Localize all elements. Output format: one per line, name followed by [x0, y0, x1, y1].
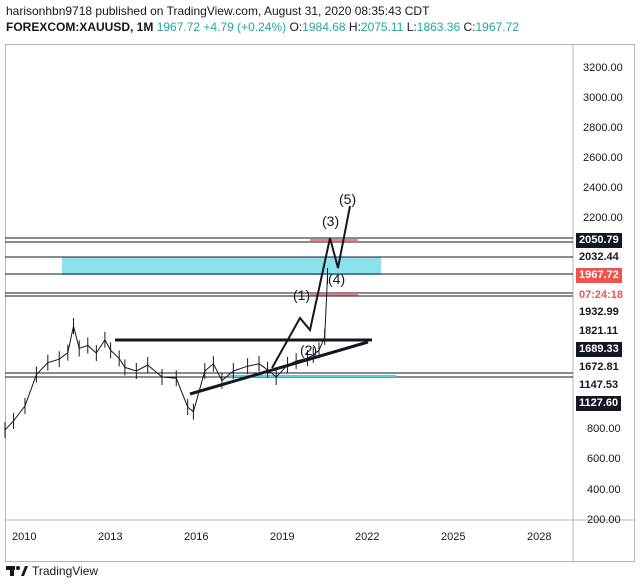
drawings[interactable] [115, 205, 372, 396]
symbol-name[interactable]: FOREXCOM:XAUUSD, 1M [6, 20, 154, 34]
wave-label-5: (5) [339, 191, 356, 207]
y-tick-label: 3000.00 [583, 92, 623, 104]
y-tick-label: 800.00 [587, 423, 621, 435]
price-tag-1821: 1821.11 [576, 324, 622, 339]
open-value: 1984.68 [302, 20, 346, 34]
price-tag-1932: 1932.99 [576, 305, 622, 320]
x-tick-label: 2013 [98, 531, 122, 543]
price-tag-1689: 1689.33 [576, 342, 622, 357]
price-tag-2050: 2050.79 [576, 233, 622, 248]
candle-countdown: 07:24:18 [576, 288, 627, 303]
footer-brand-text: TradingView [32, 564, 99, 578]
publish-info: harisonhbn9718 published on TradingView.… [6, 4, 430, 18]
low-value: 1863.36 [416, 20, 461, 34]
wave-label-2: (2) [300, 342, 317, 358]
wave-label-3: (3) [322, 213, 339, 229]
resistance-zone[interactable] [62, 257, 381, 275]
x-tick-label: 2028 [527, 531, 551, 543]
wave-label-4: (4) [328, 271, 345, 287]
x-tick-label: 2016 [184, 531, 208, 543]
y-tick-label: 200.00 [587, 514, 621, 526]
x-tick-label: 2010 [12, 531, 36, 543]
y-tick-label: 600.00 [587, 453, 621, 465]
wave-label-1: (1) [293, 287, 310, 303]
y-tick-label: 3200.00 [583, 62, 623, 74]
rising-trendline [189, 340, 369, 396]
x-tick-label: 2022 [355, 531, 379, 543]
time-axis[interactable]: 2010 2013 2016 2019 2022 2025 2028 [12, 531, 551, 543]
x-tick-label: 2019 [270, 531, 294, 543]
x-tick-label: 2025 [441, 531, 465, 543]
y-tick-label: 2200.00 [583, 212, 623, 224]
y-tick-label: 2600.00 [583, 152, 623, 164]
price-tag-1672: 1672.81 [576, 360, 622, 375]
price-change: +4.79 (+0.24%) [203, 20, 287, 34]
close-value: 1967.72 [475, 20, 519, 34]
elliott-wave-path [271, 205, 351, 369]
high-label: H: [348, 20, 361, 34]
price-tag-1127: 1127.60 [576, 396, 622, 411]
price-tag-1147: 1147.53 [576, 378, 622, 393]
y-tick-label: 2400.00 [583, 182, 623, 194]
footer-branding[interactable]: TradingView [6, 564, 98, 578]
last-price: 1967.72 [156, 20, 201, 34]
price-tag-last: 1967.72 [576, 268, 622, 283]
y-tick-label: 400.00 [587, 484, 621, 496]
price-series [4, 268, 329, 438]
horizontal-levels [5, 237, 573, 378]
low-label: L: [406, 20, 417, 34]
tradingview-logo-icon [6, 566, 28, 576]
symbol-ohlc-bar: FOREXCOM:XAUUSD, 1M 1967.72 +4.79 (+0.24… [6, 20, 519, 34]
open-label: O: [289, 20, 303, 34]
price-tag-2032: 2032.44 [576, 250, 622, 265]
close-label: C: [463, 20, 476, 34]
chart-frame[interactable] [5, 44, 635, 562]
price-line [4, 276, 328, 431]
high-value: 2075.11 [360, 20, 404, 34]
y-tick-label: 2800.00 [583, 122, 623, 134]
price-axis[interactable]: 3200.00 3000.00 2800.00 2600.00 2400.00 … [583, 62, 623, 526]
